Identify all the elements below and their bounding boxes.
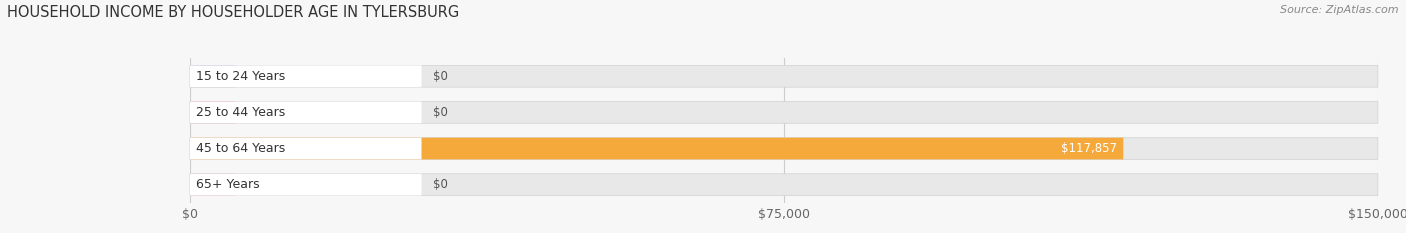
Text: $0: $0 <box>433 70 449 83</box>
FancyBboxPatch shape <box>190 138 422 159</box>
FancyBboxPatch shape <box>190 102 235 123</box>
FancyBboxPatch shape <box>190 65 1378 87</box>
Text: Source: ZipAtlas.com: Source: ZipAtlas.com <box>1281 5 1399 15</box>
FancyBboxPatch shape <box>190 174 235 195</box>
FancyBboxPatch shape <box>190 65 422 87</box>
Text: 45 to 64 Years: 45 to 64 Years <box>195 142 285 155</box>
Text: $0: $0 <box>433 178 449 191</box>
Text: 25 to 44 Years: 25 to 44 Years <box>195 106 285 119</box>
Text: HOUSEHOLD INCOME BY HOUSEHOLDER AGE IN TYLERSBURG: HOUSEHOLD INCOME BY HOUSEHOLDER AGE IN T… <box>7 5 460 20</box>
FancyBboxPatch shape <box>190 138 1123 159</box>
Text: 15 to 24 Years: 15 to 24 Years <box>195 70 285 83</box>
Text: $117,857: $117,857 <box>1062 142 1118 155</box>
FancyBboxPatch shape <box>190 102 1378 123</box>
FancyBboxPatch shape <box>190 174 422 195</box>
FancyBboxPatch shape <box>190 174 1378 195</box>
Text: 65+ Years: 65+ Years <box>195 178 259 191</box>
FancyBboxPatch shape <box>190 102 422 123</box>
FancyBboxPatch shape <box>190 65 235 87</box>
Text: $0: $0 <box>433 106 449 119</box>
FancyBboxPatch shape <box>190 138 1378 159</box>
